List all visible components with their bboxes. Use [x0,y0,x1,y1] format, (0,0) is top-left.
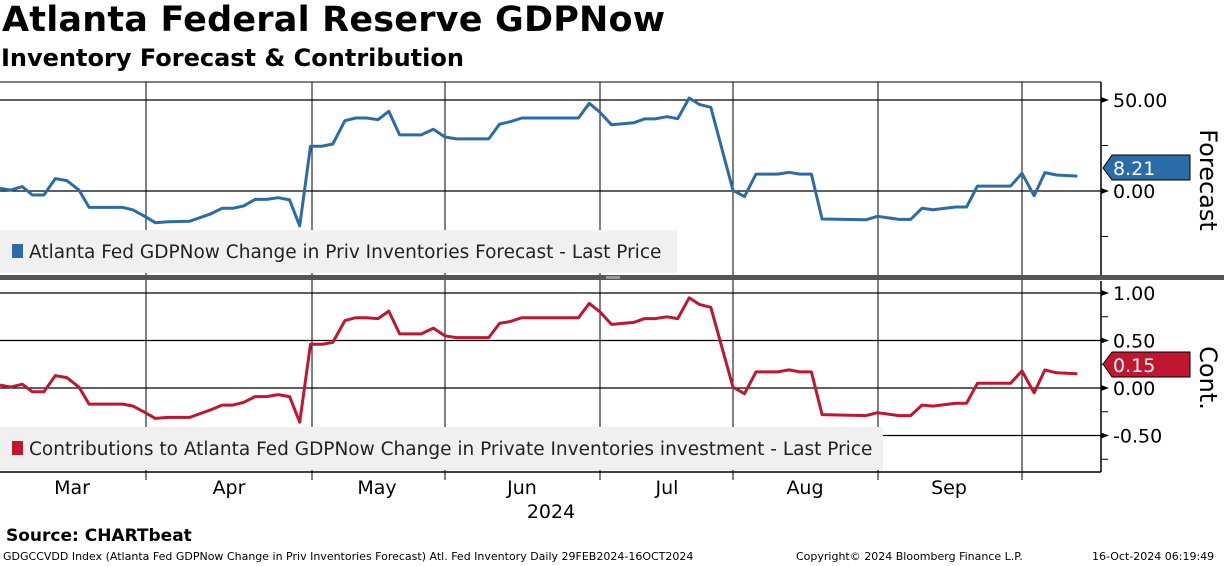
forecast-legend-label: Atlanta Fed GDPNow Change in Priv Invent… [29,242,661,263]
forecast-last-value-tag [1102,154,1191,181]
x-tick-labels: Mar Apr May Jun Jul Aug Sep [54,472,1023,499]
contribution-last-value-tag [1102,351,1191,378]
y-tick-label: -0.50 [1113,426,1162,448]
y-tick-arrow [1101,385,1109,391]
y-tick-arrow [1101,97,1109,103]
contribution-axis-title: Cont. [1194,346,1222,410]
source-label: Source: CHARTbeat [6,526,192,546]
forecast-legend-swatch [12,244,23,258]
footer-timestamp: 16-Oct-2024 06:19:49 [1092,550,1215,563]
footer-description: GDGCCVDD Index (Atlanta Fed GDPNow Chang… [3,550,694,563]
contribution-legend-box [0,427,883,470]
footer-copyright: Copyright© 2024 Bloomberg Finance L.P. [796,550,1023,563]
y-tick-arrow [1101,432,1109,439]
series-lines [0,96,1078,424]
y-tick-label: 50.00 [1113,90,1167,112]
x-tick-label: Mar [54,477,90,499]
chart-subtitle: Inventory Forecast & Contribution [1,44,464,72]
x-tick-label: May [357,477,396,499]
chart-title: Atlanta Federal Reserve GDPNow [2,0,666,40]
forecast-legend-box [0,230,677,273]
contribution-last-value: 0.15 [1113,355,1155,377]
y-tick-label: 0.00 [1113,378,1155,400]
y-ticks: 50.00 0.00 1.00 0.50 0.00 -0.50 [1101,90,1167,460]
x-tick-label: Jul [655,477,679,499]
forecast-last-value: 8.21 [1113,158,1155,180]
contribution-legend-label: Contributions to Atlanta Fed GDPNow Chan… [29,439,872,460]
x-year-label: 2024 [527,501,575,523]
contribution-legend-swatch [12,441,23,455]
y-tick-label: 0.50 [1113,331,1155,353]
forecast-axis-title: Forecast [1194,129,1222,231]
x-tick-label: Sep [931,477,967,499]
x-tick-label: Apr [213,477,246,499]
x-tick-label: Jun [506,477,537,499]
y-tick-arrow [1101,290,1109,296]
y-tick-arrow [1101,337,1109,344]
y-tick-arrow [1101,188,1109,194]
y-tick-label: 1.00 [1113,283,1155,305]
x-tick-label: Aug [786,477,823,499]
y-tick-label: 0.00 [1113,181,1155,203]
forecast-line [0,96,1078,228]
separator-grip-icon[interactable] [606,276,620,279]
contribution-line [0,296,1078,424]
